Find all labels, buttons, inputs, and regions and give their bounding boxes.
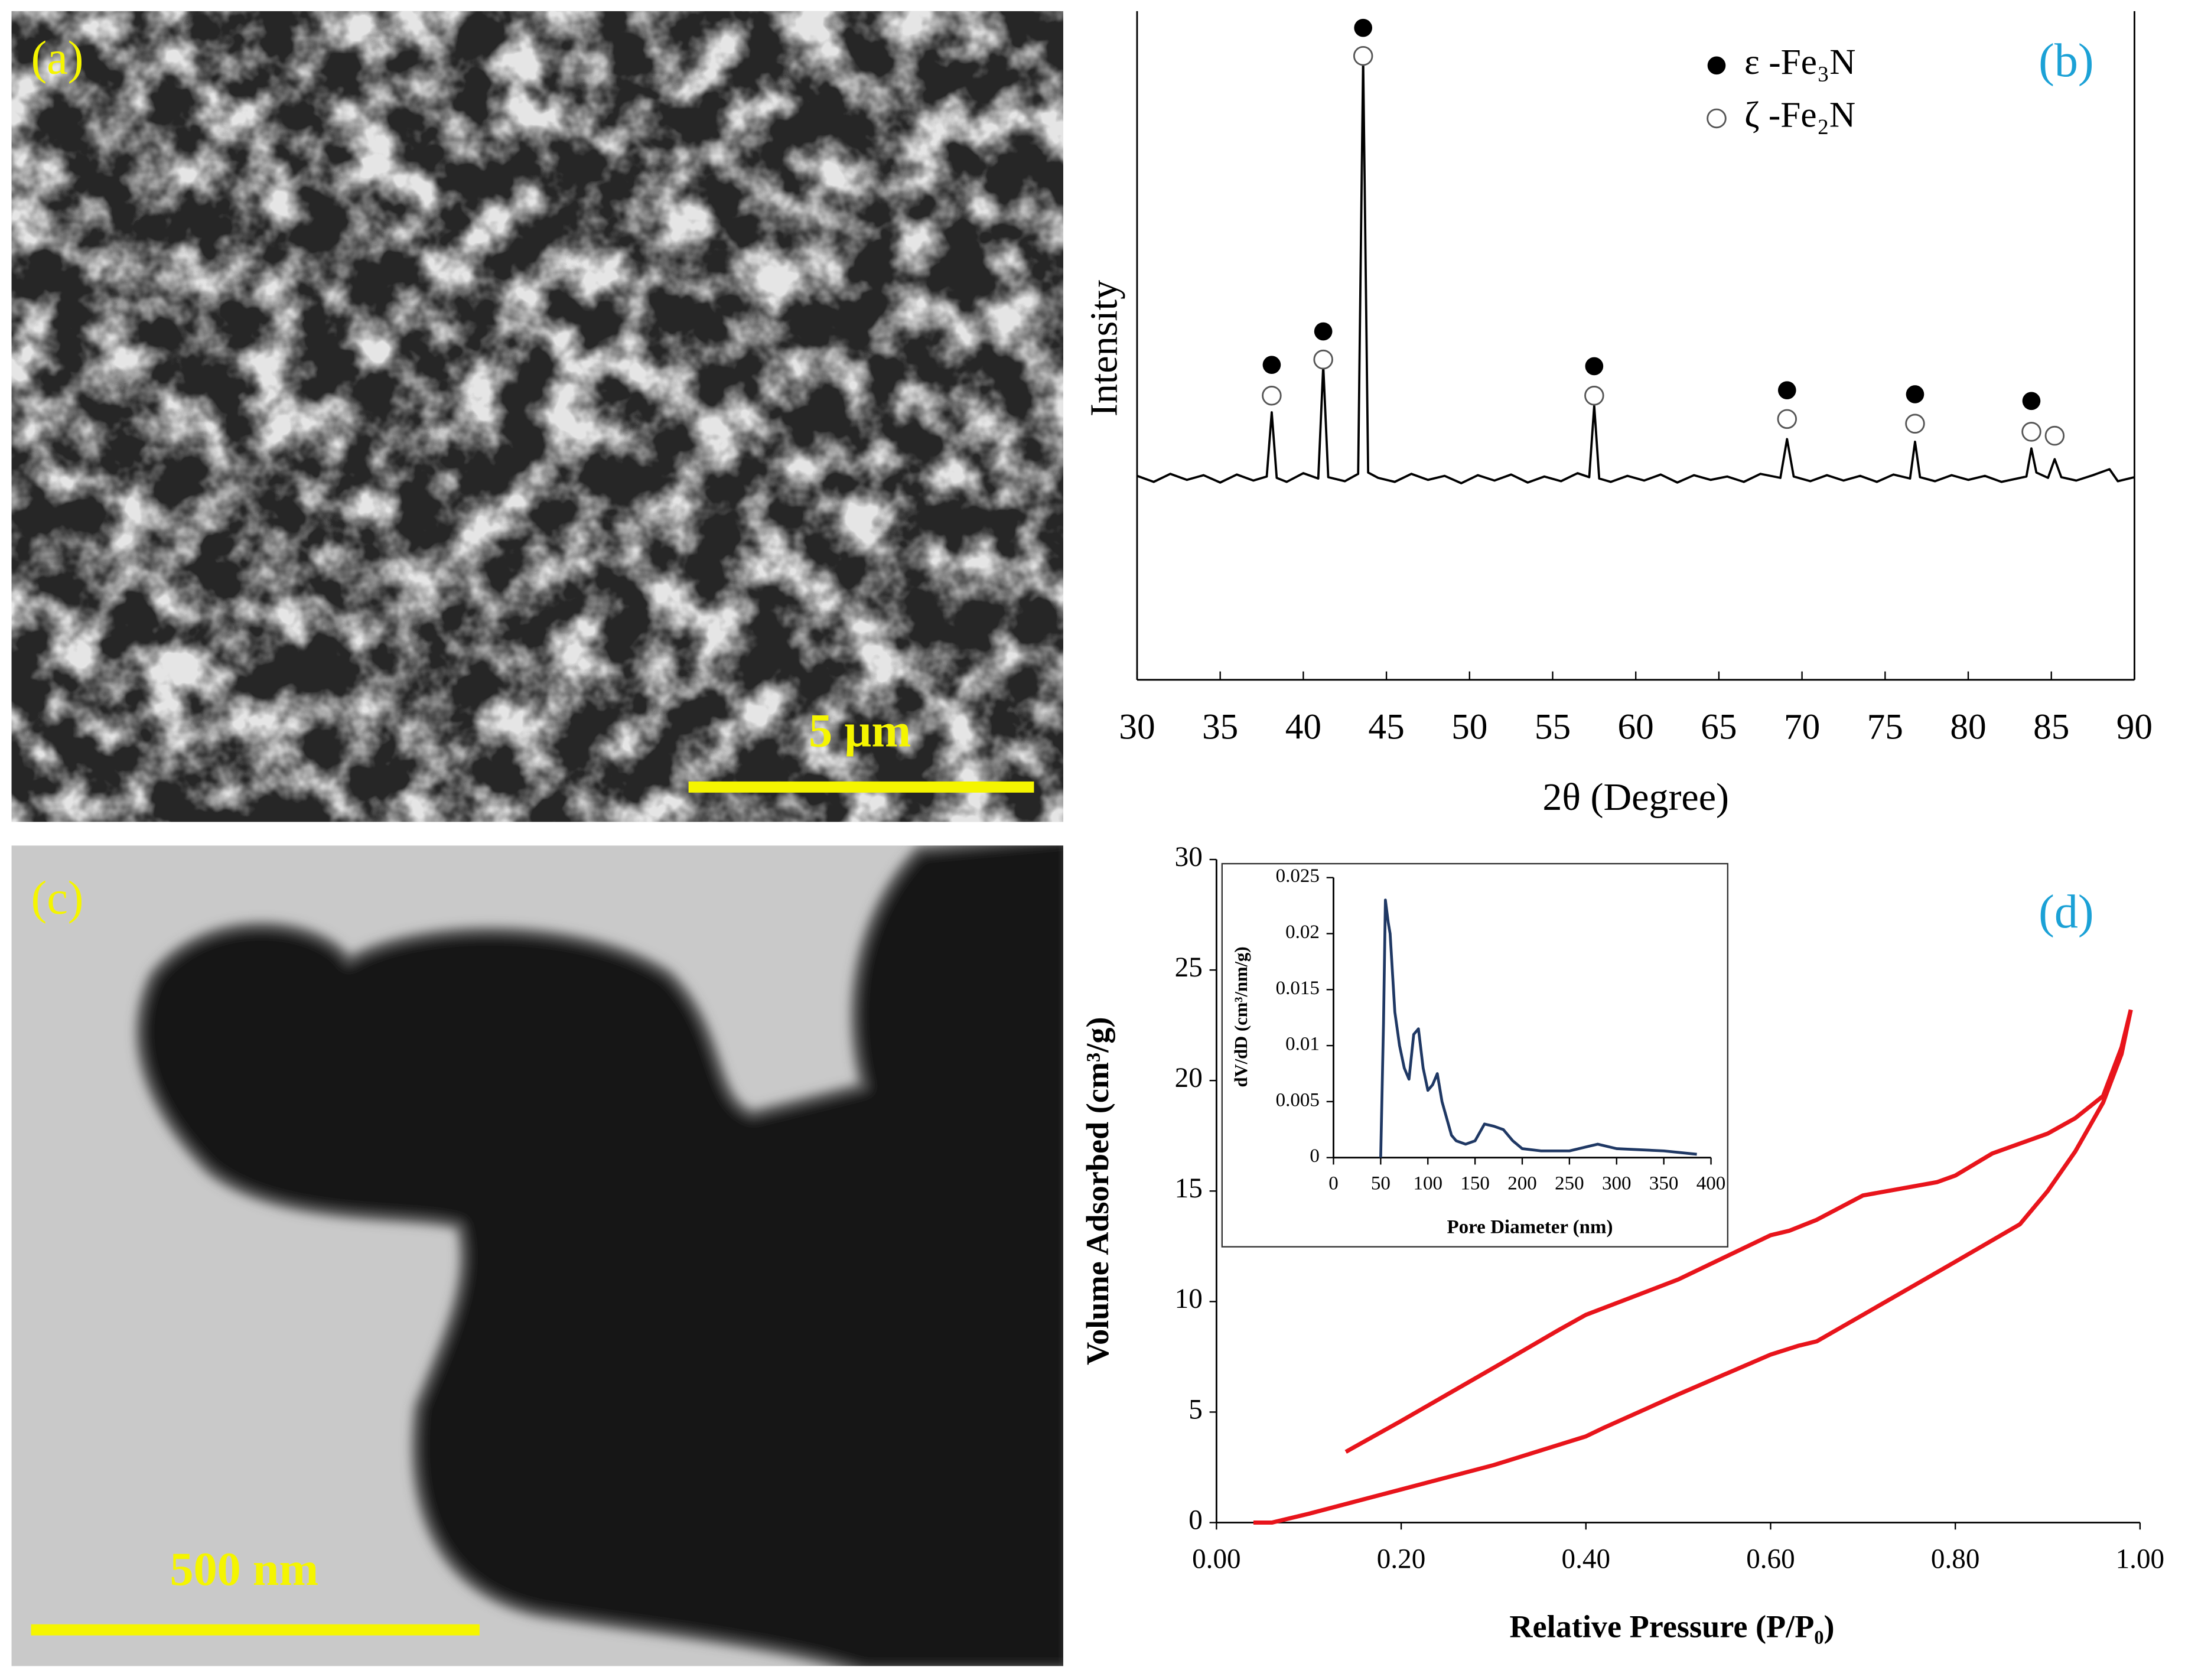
y-tick-label: 0.025	[1276, 865, 1320, 887]
scale-bar	[688, 781, 1034, 793]
y-tick-label: 10	[1175, 1284, 1203, 1314]
peak-marker	[1905, 414, 1925, 434]
peak-marker	[2044, 425, 2065, 446]
scale-bar-label: 500 nm	[170, 1544, 319, 1596]
y-tick-label: 25	[1175, 952, 1203, 983]
x-tick-label: 45	[1368, 707, 1404, 747]
scale-bar	[31, 1624, 480, 1636]
x-tick-label: 0.40	[1562, 1544, 1611, 1574]
y-axis-label: dV/dD (cm³/nm/g)	[1231, 946, 1251, 1087]
x-tick-label: 0.60	[1746, 1544, 1795, 1574]
x-tick-label: 0.00	[1192, 1544, 1241, 1574]
x-tick-label: 350	[1649, 1173, 1679, 1194]
inset-frame	[1221, 862, 1729, 1248]
x-tick-label: 40	[1285, 707, 1321, 747]
x-tick-label: 55	[1535, 707, 1571, 747]
peak-marker	[1353, 45, 1373, 66]
line-series	[1253, 1009, 2133, 1525]
x-tick-label: 35	[1202, 707, 1238, 747]
y-tick-label: 0.015	[1276, 978, 1320, 999]
legend-label: ζ -Fe₂N	[1744, 95, 1855, 135]
x-tick-label: 1.00	[2116, 1544, 2165, 1574]
x-tick-label: 50	[1371, 1173, 1391, 1194]
x-tick-label: 65	[1701, 707, 1737, 747]
panel-label: (c)	[31, 872, 84, 924]
legend-label: ε -Fe₃N	[1744, 42, 1855, 82]
legend-symbol	[1707, 56, 1726, 75]
x-tick-label: 300	[1602, 1173, 1632, 1194]
sem-texture	[11, 11, 1063, 822]
line-series	[1137, 57, 2135, 484]
x-tick-label: 85	[2033, 707, 2069, 747]
peak-marker	[1777, 409, 1798, 429]
y-tick-label: 0.005	[1276, 1089, 1320, 1111]
y-tick-label: 0	[1188, 1505, 1203, 1535]
y-axis-label: Volume Adsorbed (cm³/g)	[1080, 1017, 1115, 1365]
peak-marker	[1262, 385, 1282, 406]
x-tick-label: 60	[1618, 707, 1654, 747]
x-tick-label: 200	[1507, 1173, 1536, 1194]
x-tick-label: 150	[1460, 1173, 1490, 1194]
panel-label: (b)	[2039, 35, 2093, 87]
panel-label: (a)	[31, 32, 84, 84]
x-tick-label: 250	[1555, 1173, 1584, 1194]
y-tick-label: 30	[1175, 842, 1203, 872]
y-tick-label: 5	[1188, 1394, 1203, 1425]
y-tick-label: 0	[1310, 1145, 1319, 1167]
peak-marker	[1585, 357, 1604, 376]
panel-label: (d)	[2039, 886, 2093, 938]
peak-marker	[1313, 349, 1333, 370]
x-tick-label: 100	[1413, 1173, 1442, 1194]
x-tick-label: 0	[1328, 1173, 1339, 1194]
peak-marker	[1314, 322, 1333, 341]
y-axis-label: Intensity	[1083, 280, 1126, 416]
y-tick-label: 0.02	[1285, 922, 1320, 943]
x-tick-label: 80	[1950, 707, 1986, 747]
y-tick-label: 20	[1175, 1063, 1203, 1093]
line-series	[1379, 898, 1697, 1158]
x-tick-label: 400	[1696, 1173, 1725, 1194]
tem-particle	[136, 845, 1063, 1666]
line-series	[1344, 1009, 2133, 1454]
x-tick-label: 70	[1784, 707, 1820, 747]
peak-marker	[1906, 385, 1925, 403]
x-tick-label: 30	[1119, 707, 1155, 747]
peak-marker	[1584, 385, 1604, 406]
x-tick-label: 0.80	[1931, 1544, 1980, 1574]
peak-marker	[2022, 392, 2041, 411]
peak-marker	[1777, 381, 1796, 400]
peak-marker	[1354, 18, 1373, 37]
legend-symbol	[1707, 108, 1727, 129]
y-tick-label: 15	[1175, 1173, 1203, 1204]
x-axis-label: Pore Diameter (nm)	[1447, 1217, 1613, 1238]
x-tick-label: 0.20	[1377, 1544, 1426, 1574]
peak-marker	[2021, 422, 2041, 442]
x-axis-label: Relative Pressure (P/P₀)	[1509, 1609, 1834, 1645]
scale-bar-label: 5 µm	[809, 705, 911, 757]
y-tick-label: 0.01	[1285, 1034, 1320, 1055]
x-tick-label: 75	[1867, 707, 1903, 747]
x-tick-label: 50	[1451, 707, 1487, 747]
peak-marker	[1262, 356, 1281, 374]
x-axis-label: 2θ (Degree)	[1542, 776, 1729, 819]
x-tick-label: 90	[2116, 707, 2153, 747]
